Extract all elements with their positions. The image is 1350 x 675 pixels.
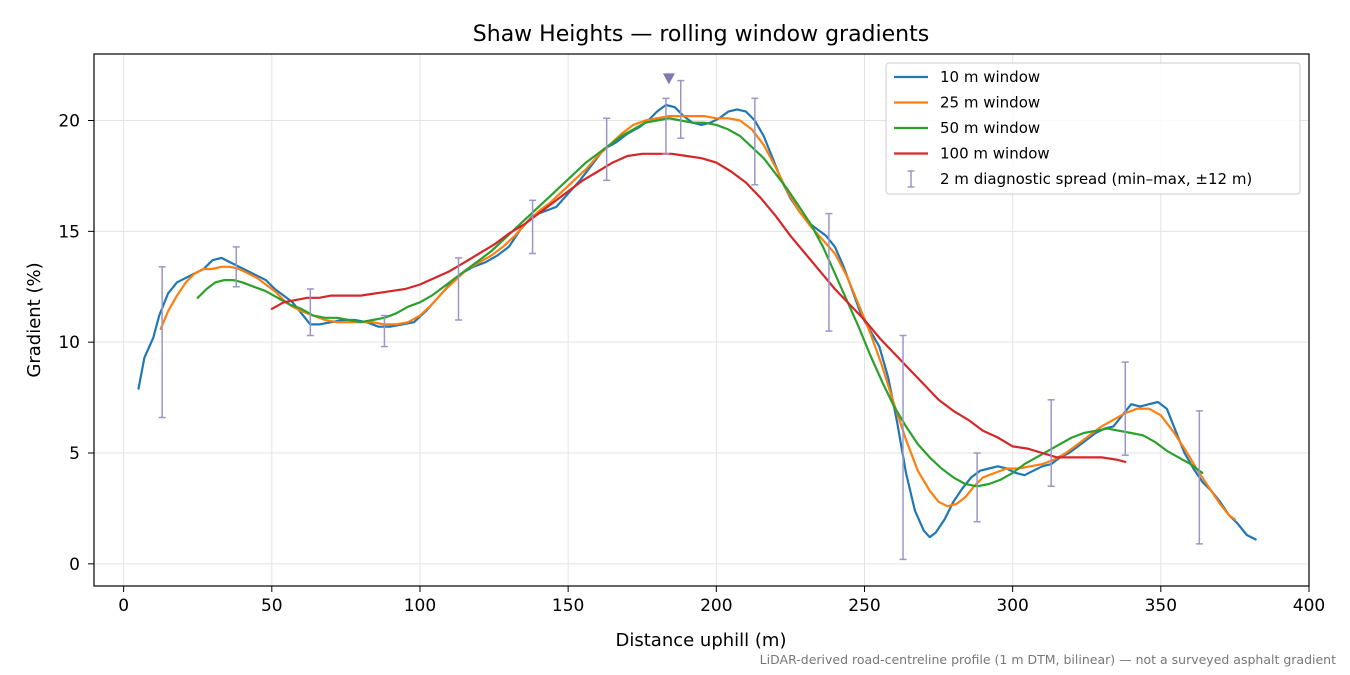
diagnostic-spread-bar [529,199,537,255]
y-tick-label: 5 [69,444,80,464]
diagnostic-spread-bar [603,117,611,182]
legend-box [885,62,1301,195]
diagnostic-spread-bar [232,246,240,288]
diagnostic-spread-bar [899,334,907,561]
diagnostic-spread-bar [306,288,314,337]
legend-label: 10 m window [940,68,1040,86]
x-tick-label: 300 [996,596,1028,616]
x-tick-label: 400 [1293,596,1325,616]
series-line-2 [159,115,1236,521]
diagnostic-spread-bar [158,266,166,419]
diagnostic-spread-bar [825,212,833,332]
diagnostic-spread-bar [662,97,670,155]
diagnostic-spread-bar [1195,410,1203,545]
x-tick-label: 350 [1145,596,1177,616]
legend-label: 100 m window [940,145,1050,163]
series-line-3 [196,117,1204,488]
x-tick-label: 0 [118,596,129,616]
y-tick-label: 0 [69,555,80,575]
diagnostic-spread-bars [158,79,1203,561]
y-axis-label: Gradient (%) [24,262,45,377]
x-tick-label: 150 [552,596,584,616]
y-tick-label: 10 [58,333,80,353]
x-tick-label: 100 [404,596,436,616]
x-tick-label: 50 [261,596,283,616]
legend-label: 50 m window [940,119,1040,137]
legend-label: 2 m diagnostic spread (min–max, ±12 m) [940,170,1252,188]
diagnostic-spread-bar [751,97,759,186]
diagnostic-spread-bar [1047,399,1055,487]
legend-label: 25 m window [940,94,1040,112]
diagnostic-spread-bar [380,314,388,348]
legend: 10 m window 25 m window 50 m window 100 m w… [885,62,1301,195]
diagnostic-spread-bar [677,79,685,139]
chart-title: Shaw Heights — rolling window gradients [473,22,929,47]
diagnostic-spread-bar [455,257,462,321]
axis-ticks: 0 50 100 150 200 250 300 350 400 0 5 10 15 20 [58,112,1325,617]
x-tick-label: 250 [848,596,880,616]
x-tick-label: 200 [700,596,732,616]
plot-lines [137,103,1257,541]
diagnostic-spread-bar [973,452,981,523]
y-tick-label: 15 [58,222,80,242]
plot-frame [93,53,1310,587]
series-line-1 [137,103,1257,541]
peak-marker-group [662,73,675,85]
y-tick-label: 20 [58,112,80,132]
footnote: LiDAR-derived road-centreline profile (1… [759,652,1336,667]
x-axis-label: Distance uphill (m) [616,630,787,651]
diagnostic-spread-bar [1121,361,1129,456]
series-line-4 [270,152,1127,463]
peak-marker [662,73,675,85]
